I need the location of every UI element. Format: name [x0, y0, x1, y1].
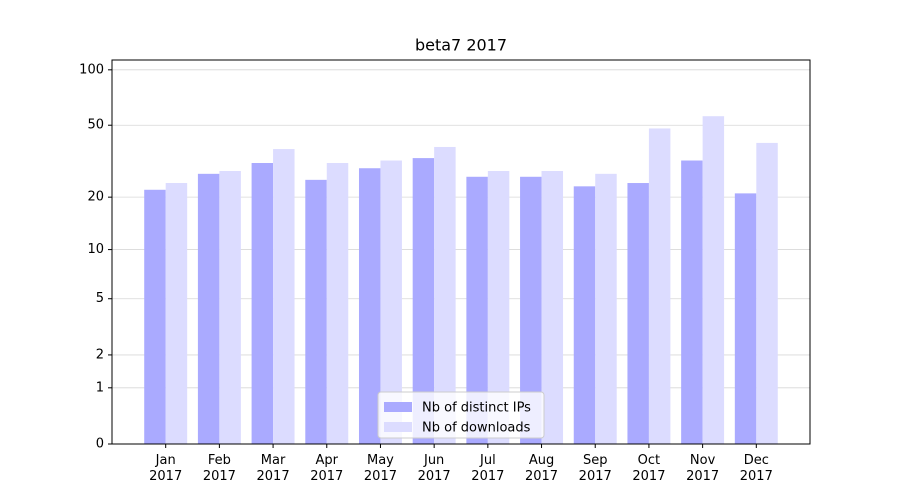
bar — [734, 193, 757, 444]
chart-title: beta7 2017 — [415, 36, 507, 55]
x-tick-label: Mar 2017 — [256, 453, 290, 484]
bar — [487, 170, 510, 444]
legend-label: Nb of distinct IPs — [422, 401, 531, 416]
bar — [573, 186, 596, 444]
bar — [648, 128, 671, 445]
bar — [326, 163, 349, 444]
bar — [197, 173, 220, 444]
x-tick-label: Feb 2017 — [202, 453, 236, 484]
y-tick-label: 100 — [79, 62, 104, 77]
x-tick-label: Jan 2017 — [149, 453, 183, 484]
legend-swatch — [384, 402, 412, 412]
bar — [305, 179, 327, 445]
bar — [251, 163, 274, 444]
bar — [412, 158, 435, 444]
bar — [219, 170, 241, 444]
x-tick-label: Jun 2017 — [417, 453, 451, 484]
x-tick-label: Sep 2017 — [578, 453, 612, 484]
y-tick-label: 10 — [87, 242, 104, 257]
bar — [466, 176, 488, 444]
y-tick-label: 1 — [96, 380, 104, 395]
y-tick-label: 2 — [96, 347, 104, 362]
y-tick-label: 20 — [87, 190, 104, 205]
bar — [541, 170, 564, 444]
legend-label: Nb of downloads — [422, 421, 531, 436]
bar — [273, 149, 295, 444]
x-tick-label: Aug 2017 — [524, 453, 559, 484]
bar — [380, 160, 402, 444]
bar — [144, 189, 166, 444]
plot-frame — [111, 59, 811, 445]
y-tick-label: 50 — [87, 118, 104, 133]
x-tick-label: Jul 2017 — [471, 453, 505, 484]
legend-swatch — [384, 422, 412, 432]
legend-box — [377, 391, 545, 439]
bar — [756, 142, 778, 445]
bar — [358, 168, 381, 444]
x-tick-label: Dec 2017 — [739, 453, 773, 484]
x-tick-label: May 2017 — [363, 453, 397, 484]
x-tick-label: Nov 2017 — [686, 453, 720, 484]
bar — [702, 116, 725, 445]
bar — [520, 176, 542, 444]
bar — [434, 146, 456, 444]
x-tick-label: Oct 2017 — [632, 453, 666, 484]
y-tick-label: 5 — [96, 291, 104, 306]
x-tick-label: Apr 2017 — [310, 453, 344, 484]
bar — [681, 160, 703, 444]
bar — [627, 183, 649, 445]
y-tick-label: 0 — [96, 437, 104, 452]
bar — [595, 173, 617, 444]
bar — [165, 183, 188, 445]
